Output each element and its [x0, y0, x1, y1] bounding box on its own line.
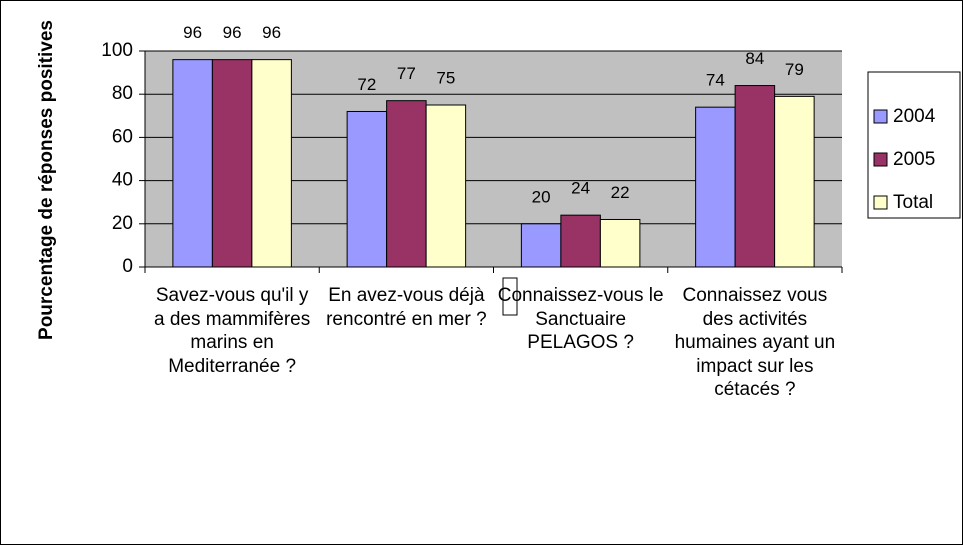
- data-label: 79: [785, 60, 804, 79]
- x-tick-label: Connaissez vous des activités humaines a…: [674, 285, 836, 400]
- legend-label: 2005: [893, 149, 935, 170]
- bar: [774, 95, 815, 268]
- data-label: 75: [436, 68, 455, 87]
- legend-label: Total: [893, 192, 933, 213]
- data-label: 96: [262, 23, 281, 42]
- bar: [734, 85, 776, 268]
- bar: [560, 214, 601, 268]
- data-label: 72: [357, 75, 376, 94]
- y-tick-label: 20: [112, 213, 133, 234]
- bar: [425, 104, 467, 268]
- legend-label: 2004: [893, 106, 936, 127]
- y-tick-label: 80: [112, 83, 133, 104]
- legend-swatch: [873, 152, 888, 167]
- y-tick-label: 40: [112, 170, 133, 191]
- y-tick-label: 100: [101, 40, 133, 61]
- data-label: 96: [223, 23, 242, 42]
- data-label: 77: [397, 64, 416, 83]
- x-tick-label: Savez-vous qu'il y a des mammifères mari…: [153, 285, 311, 377]
- bar: [386, 100, 427, 268]
- data-label: 22: [611, 183, 630, 202]
- x-tick-label: En avez-vous déjà rencontré en mer ?: [326, 285, 487, 330]
- data-label: 84: [745, 49, 764, 68]
- bar: [211, 59, 253, 268]
- data-label: 24: [571, 179, 590, 198]
- bar: [172, 59, 213, 268]
- y-axis-title: Pourcentage de réponses positives: [36, 20, 57, 340]
- x-tick-label: Connaissez-vous le Sanctuaire PELAGOS ?: [497, 285, 664, 353]
- legend: [867, 71, 961, 219]
- data-label: 20: [532, 187, 551, 206]
- data-label: 74: [706, 71, 725, 90]
- bar: [599, 218, 641, 268]
- bar: [346, 110, 388, 268]
- bar: [520, 223, 562, 268]
- y-tick-label: 60: [112, 126, 133, 147]
- artifact-box: [502, 277, 518, 316]
- bar: [251, 59, 292, 268]
- legend-swatch: [873, 109, 888, 124]
- legend-swatch: [873, 195, 888, 210]
- bar: [695, 106, 736, 268]
- data-label: 96: [183, 23, 202, 42]
- y-tick-label: 0: [122, 256, 133, 277]
